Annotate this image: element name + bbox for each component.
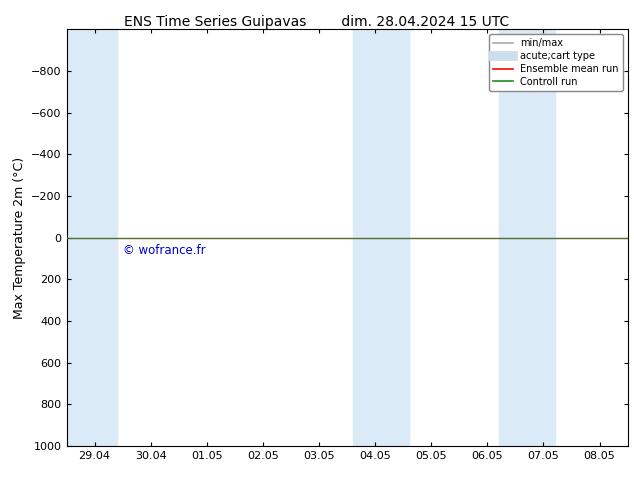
Bar: [353, 29, 409, 446]
Legend: min/max, acute;cart type, Ensemble mean run, Controll run: min/max, acute;cart type, Ensemble mean …: [489, 34, 623, 91]
Y-axis label: Max Temperature 2m (°C): Max Temperature 2m (°C): [13, 157, 25, 318]
Bar: [67, 29, 117, 446]
Text: ENS Time Series Guipavas        dim. 28.04.2024 15 UTC: ENS Time Series Guipavas dim. 28.04.2024…: [124, 15, 510, 29]
Bar: [498, 29, 555, 446]
Text: © wofrance.fr: © wofrance.fr: [122, 244, 205, 257]
